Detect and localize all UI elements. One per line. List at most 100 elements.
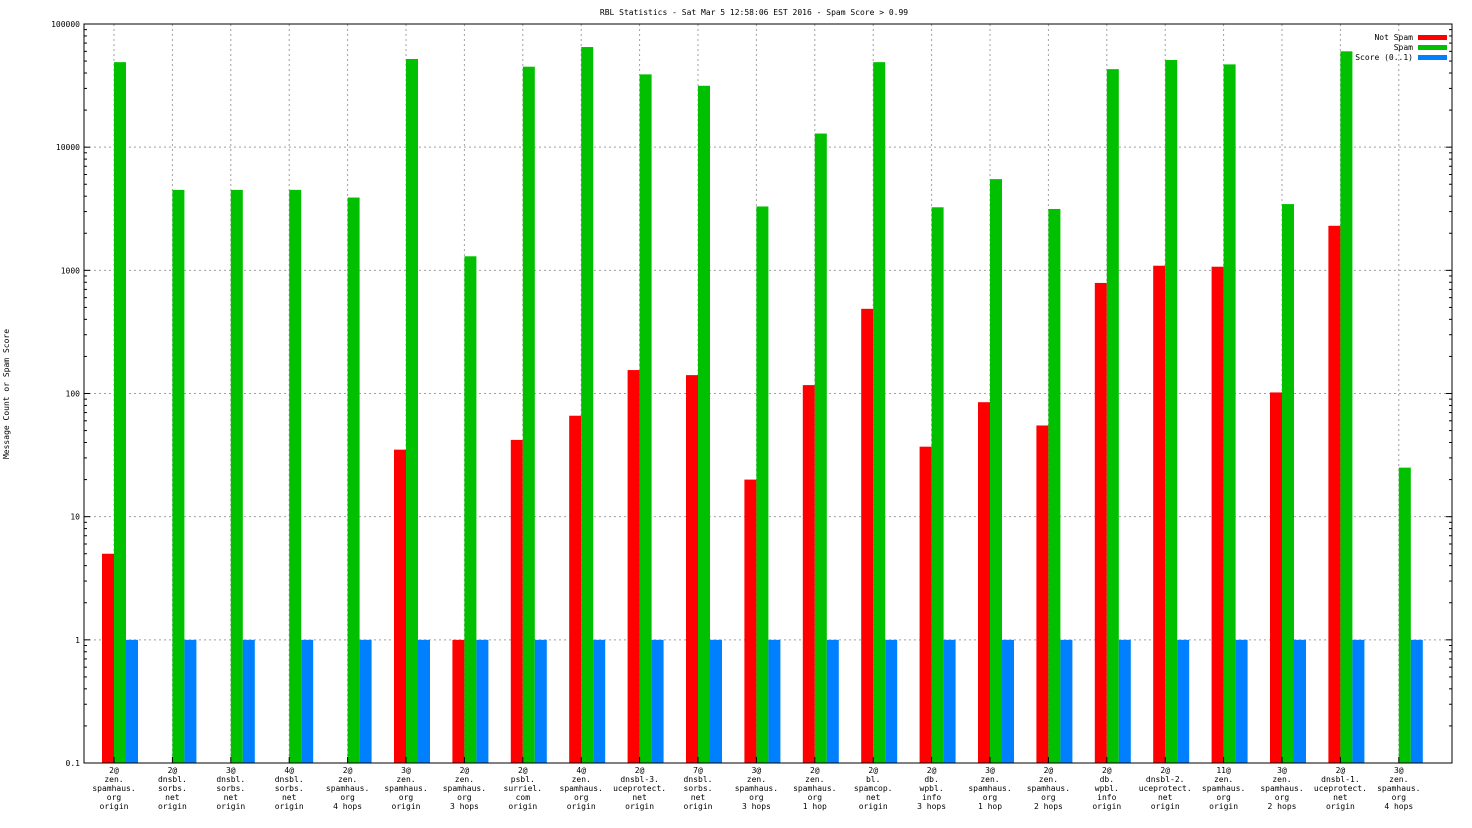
bar-not-spam — [1211, 266, 1224, 763]
x-tick-label: 2@ — [1336, 766, 1346, 775]
bar-score-0-1 — [1294, 639, 1306, 763]
x-tick-label: uceprotect. — [1314, 784, 1367, 793]
x-tick-label: info — [1097, 793, 1116, 802]
bar-score-0-1 — [885, 639, 898, 763]
bar-score-0-1 — [242, 639, 255, 763]
x-tick-label: origin — [567, 802, 596, 811]
x-tick-label: 4@ — [284, 766, 294, 775]
x-tick-label: 4@ — [576, 766, 586, 775]
x-tick-label: 1 hop — [978, 802, 1002, 811]
x-tick-label: spamhaus. — [384, 784, 427, 793]
x-tick-label: uceprotect. — [613, 784, 666, 793]
x-tick-label: zen. — [1039, 775, 1058, 784]
x-tick-label: 3 hops — [742, 802, 771, 811]
x-tick-label: 2@ — [109, 766, 119, 775]
bar-not-spam — [1328, 225, 1341, 763]
bar-score-0-1 — [826, 639, 839, 763]
bar-spam — [698, 85, 710, 763]
x-tick-label: dnsbl. — [684, 775, 713, 784]
x-tick-label: zen. — [1272, 775, 1291, 784]
x-tick-label: spamhaus. — [443, 784, 486, 793]
x-tick-label: spamhaus. — [793, 784, 836, 793]
bar-spam — [1282, 204, 1294, 764]
x-tick-label: org — [1041, 793, 1056, 802]
bar-score-0-1 — [418, 639, 430, 763]
y-tick-label: 10000 — [56, 143, 80, 152]
x-tick-label: dnsbl. — [275, 775, 304, 784]
bar-score-0-1 — [1060, 639, 1073, 763]
bar-not-spam — [627, 370, 640, 763]
x-tick-label: origin — [100, 802, 129, 811]
x-tick-label: 2@ — [343, 766, 353, 775]
bar-score-0-1 — [301, 639, 314, 763]
x-tick-label: org — [399, 793, 414, 802]
x-tick-label: spamhaus. — [92, 784, 135, 793]
x-tick-label: zen. — [455, 775, 474, 784]
x-tick-label: bl. — [866, 775, 880, 784]
x-tick-label: zen. — [1214, 775, 1233, 784]
x-tick-label: surriel. — [504, 784, 543, 793]
bar-score-0-1 — [1352, 639, 1365, 763]
x-tick-label: 11@ — [1216, 766, 1231, 775]
x-tick-label: 3@ — [752, 766, 762, 775]
legend-swatch — [1418, 45, 1447, 50]
x-tick-label: 3@ — [1394, 766, 1404, 775]
legend-label: Not Spam — [1374, 33, 1413, 42]
x-tick-label: net — [282, 793, 297, 802]
x-tick-label: origin — [1209, 802, 1238, 811]
x-tick-label: zen. — [572, 775, 591, 784]
x-tick-label: net — [866, 793, 881, 802]
y-tick-label: 10 — [70, 513, 80, 522]
x-tick-label: sorbs. — [684, 784, 713, 793]
bar-not-spam — [1153, 265, 1166, 763]
x-tick-label: org — [107, 793, 122, 802]
bar-not-spam — [510, 439, 523, 763]
x-tick-label: 2 hops — [1034, 802, 1063, 811]
legend-swatch — [1418, 55, 1447, 60]
x-tick-label: wpbl. — [1095, 784, 1119, 793]
bar-not-spam — [686, 375, 698, 763]
bar-spam — [406, 58, 418, 763]
bar-not-spam — [744, 479, 757, 763]
y-axis-label: Message Count or Spam Score — [2, 329, 11, 459]
bar-score-0-1 — [710, 639, 722, 763]
x-tick-label: 2@ — [635, 766, 645, 775]
bar-score-0-1 — [651, 639, 664, 763]
x-tick-label: zen. — [1389, 775, 1408, 784]
bar-not-spam — [1094, 282, 1107, 763]
x-tick-label: dnsbl. — [216, 775, 245, 784]
x-tick-label: net — [224, 793, 239, 802]
x-tick-label: dnsbl-1. — [1321, 775, 1360, 784]
x-tick-label: db. — [924, 775, 938, 784]
x-tick-label: net — [632, 793, 647, 802]
x-tick-label: info — [922, 793, 941, 802]
x-tick-label: 2@ — [460, 766, 470, 775]
bar-not-spam — [978, 402, 990, 763]
x-tick-label: spamhaus. — [1027, 784, 1070, 793]
y-tick-label: 0.1 — [66, 759, 81, 768]
x-tick-label: 3@ — [401, 766, 411, 775]
plot-frame — [83, 23, 1453, 764]
bar-spam — [1223, 64, 1236, 764]
bar-score-0-1 — [1235, 639, 1248, 763]
y-tick-label: 100000 — [51, 20, 80, 29]
x-tick-label: 2 hops — [1268, 802, 1297, 811]
x-tick-label: uceprotect. — [1139, 784, 1192, 793]
bar-not-spam — [802, 385, 815, 763]
bar-spam — [581, 47, 594, 763]
legend-label: Score (0..1) — [1355, 53, 1413, 62]
bar-spam — [347, 197, 360, 763]
x-tick-label: org — [1216, 793, 1231, 802]
x-tick-label: zen. — [104, 775, 123, 784]
y-tick-label: 100 — [66, 390, 81, 399]
x-tick-label: org — [574, 793, 589, 802]
x-tick-label: 1 hop — [803, 802, 827, 811]
legend-label: Spam — [1394, 43, 1413, 52]
x-tick-label: org — [808, 793, 823, 802]
x-tick-label: zen. — [396, 775, 415, 784]
bar-spam — [464, 256, 477, 763]
bar-not-spam — [569, 415, 582, 763]
x-tick-label: origin — [392, 802, 421, 811]
